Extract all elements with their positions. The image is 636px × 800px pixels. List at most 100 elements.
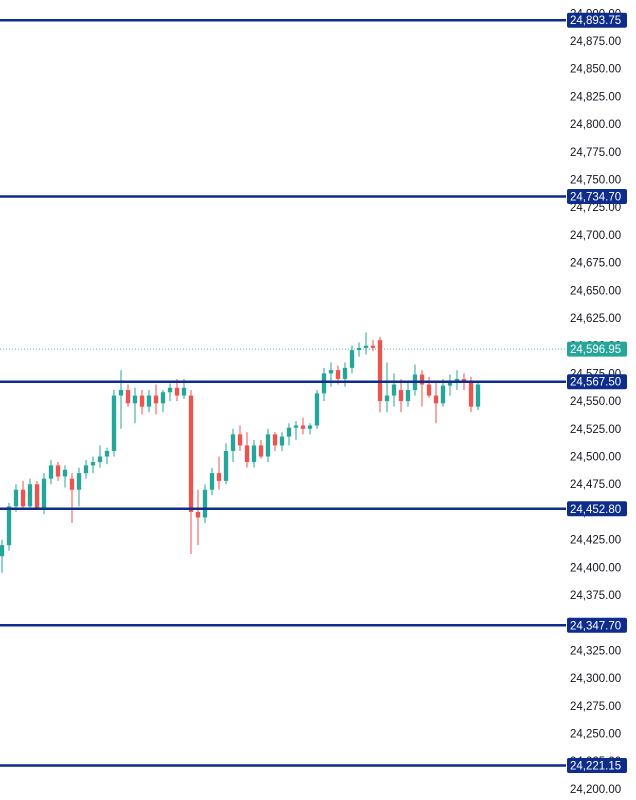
y-tick-label: 24,300.00	[570, 673, 621, 685]
candle-body	[104, 450, 110, 457]
y-tick-label: 24,650.00	[570, 285, 621, 297]
candle-body	[286, 427, 292, 437]
candle-body	[230, 434, 236, 451]
candle-body	[41, 478, 47, 510]
candle-body	[209, 473, 215, 490]
level-price-tag-bg	[567, 757, 627, 773]
y-tick-label: 24,700.00	[570, 230, 621, 242]
candle-body	[356, 347, 362, 351]
candles-group	[0, 332, 481, 573]
y-tick-label: 24,825.00	[570, 91, 621, 103]
candle-body	[244, 445, 250, 463]
y-tick-label: 24,325.00	[570, 645, 621, 657]
candle-body	[384, 395, 390, 402]
candle-body	[349, 350, 355, 368]
level-price-tag-bg	[567, 12, 627, 28]
level-price-tag-label: 24,452.80	[570, 504, 621, 516]
candle-body	[377, 340, 383, 402]
candle-body	[139, 395, 145, 407]
candle-body	[314, 393, 320, 426]
candle-body	[97, 456, 103, 463]
candle-body	[20, 489, 26, 507]
candle-body	[27, 484, 33, 507]
candle-body	[6, 506, 12, 546]
y-tick-label: 24,250.00	[570, 729, 621, 741]
candle-body	[90, 462, 96, 466]
y-tick-label: 24,625.00	[570, 313, 621, 325]
level-price-tag-label: 24,221.15	[570, 760, 621, 772]
candle-body	[272, 434, 278, 446]
y-tick-label: 24,550.00	[570, 396, 621, 408]
candle-body	[132, 395, 138, 404]
candle-body	[300, 425, 306, 429]
candle-body	[216, 473, 222, 481]
y-tick-label: 24,850.00	[570, 64, 621, 76]
level-price-tag-bg	[567, 374, 627, 390]
y-tick-label: 24,475.00	[570, 479, 621, 491]
candle-body	[0, 545, 5, 557]
horizontal-levels-group	[0, 18, 566, 767]
y-tick-label: 24,375.00	[570, 590, 621, 602]
y-tick-label: 24,200.00	[570, 784, 621, 796]
level-price-tag-bg	[567, 188, 627, 204]
candle-body	[181, 387, 187, 396]
candle-body	[391, 384, 397, 396]
candle-body	[83, 465, 89, 474]
y-tick-label: 24,400.00	[570, 562, 621, 574]
candle-body	[279, 436, 285, 446]
candle-body	[293, 425, 299, 428]
candle-body	[118, 390, 124, 396]
y-tick-label: 24,675.00	[570, 258, 621, 270]
candle-body	[62, 469, 68, 477]
candle-body	[447, 382, 453, 386]
y-tick-label: 24,875.00	[570, 36, 621, 48]
y-tick-label: 24,525.00	[570, 424, 621, 436]
y-tick-label: 24,725.00	[570, 202, 621, 214]
candle-body	[174, 387, 180, 396]
candle-body	[76, 473, 82, 490]
candle-body	[34, 484, 40, 510]
candle-body	[328, 370, 334, 374]
candle-body	[202, 489, 208, 518]
y-tick-label: 24,775.00	[570, 147, 621, 159]
level-price-tag-bg	[567, 501, 627, 517]
candle-body	[237, 434, 243, 446]
candle-body	[265, 434, 271, 457]
candle-body	[111, 395, 117, 451]
candle-body	[258, 445, 264, 457]
candle-body	[223, 450, 229, 481]
y-tick-label: 24,750.00	[570, 175, 621, 187]
candle-body	[48, 465, 54, 479]
candle-body	[153, 395, 159, 404]
y-tick-label: 24,275.00	[570, 701, 621, 713]
price-axis[interactable]: 24,900.0024,875.0024,850.0024,825.0024,8…	[570, 8, 621, 796]
last-price-tag-label: 24,596.95	[570, 344, 621, 356]
candle-body	[461, 378, 467, 382]
candle-body	[335, 370, 341, 379]
candle-body	[342, 367, 348, 379]
y-tick-label: 24,800.00	[570, 119, 621, 131]
candle-body	[475, 384, 481, 407]
last-price-tag-bg	[567, 341, 627, 357]
candle-body	[146, 395, 152, 407]
candle-body	[167, 387, 173, 393]
candle-body	[125, 390, 131, 404]
candle-body	[468, 381, 474, 407]
level-price-tag-label: 24,893.75	[570, 15, 621, 27]
candle-body	[13, 489, 19, 507]
candle-body	[405, 390, 411, 402]
candle-body	[251, 445, 257, 463]
level-price-tag-label: 24,567.50	[570, 377, 621, 389]
candle-body	[195, 511, 201, 518]
candle-body	[69, 478, 75, 490]
y-tick-label: 24,425.00	[570, 535, 621, 547]
candle-body	[321, 373, 327, 394]
y-tick-label: 24,500.00	[570, 452, 621, 464]
candle-body	[370, 345, 376, 348]
candle-body	[433, 395, 439, 404]
candle-body	[398, 390, 404, 402]
candle-body	[160, 392, 166, 404]
candle-body	[188, 395, 194, 512]
